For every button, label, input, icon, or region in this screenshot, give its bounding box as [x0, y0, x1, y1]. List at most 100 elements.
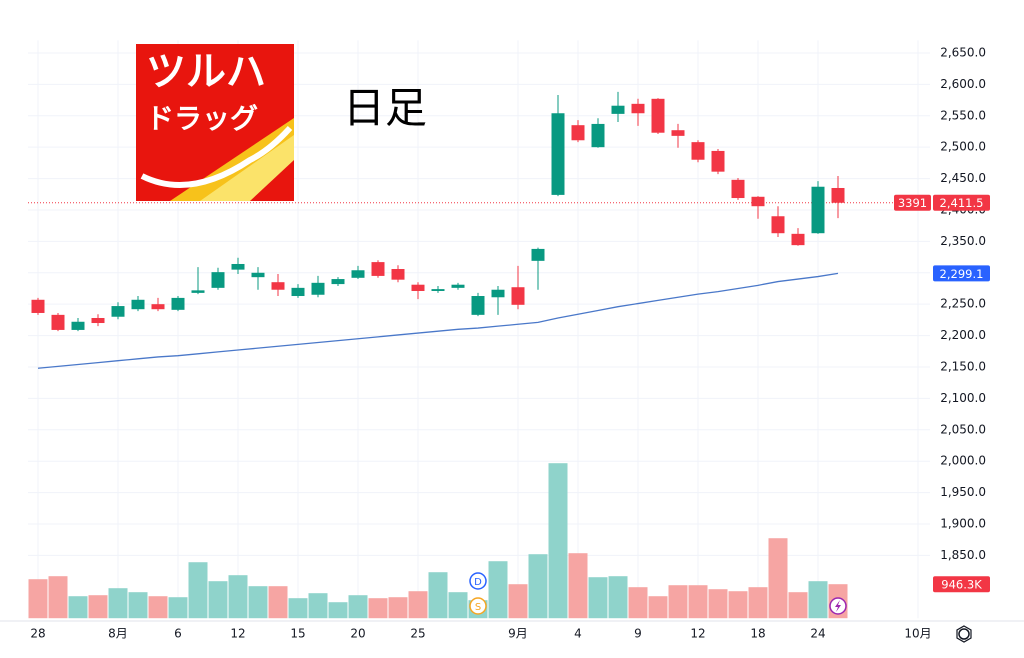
settings-button[interactable]	[956, 625, 972, 643]
event-label: S	[475, 602, 481, 613]
candle-body	[371, 262, 385, 276]
x-tick-label: 24	[810, 627, 825, 641]
x-tick-label: 25	[410, 627, 425, 641]
volume-bar	[488, 561, 508, 619]
candle-body	[831, 187, 845, 203]
y-tick-label: 2,050.0	[940, 422, 986, 436]
x-tick-label: 28	[30, 627, 45, 641]
volume-bar	[588, 577, 608, 619]
y-tick-label: 1,850.0	[940, 548, 986, 562]
x-tick-label: 15	[290, 627, 305, 641]
x-tick-label: 20	[350, 627, 365, 641]
y-tick-label: 2,250.0	[940, 297, 986, 311]
x-tick-label: 9	[634, 627, 642, 641]
candle-body	[811, 186, 825, 234]
event-label: D	[474, 577, 482, 588]
volume-bar	[108, 588, 128, 619]
y-tick-label: 2,500.0	[940, 140, 986, 154]
volume-bar	[608, 576, 628, 619]
candle-body	[191, 290, 205, 293]
settings-icon[interactable]	[956, 625, 972, 643]
candle-body	[391, 269, 405, 280]
candle-body	[591, 123, 605, 148]
x-tick-label: 9月	[508, 627, 528, 641]
y-tick-label: 1,950.0	[940, 485, 986, 499]
y-tick-label: 2,650.0	[940, 45, 986, 59]
y-tick-label: 2,350.0	[940, 234, 986, 248]
candle-body	[651, 98, 665, 133]
y-tick-label: 2,600.0	[940, 77, 986, 91]
volume-bar	[668, 585, 688, 619]
ma-label: 2,299.1	[940, 267, 984, 281]
volume-label: 946.3K	[941, 578, 982, 592]
volume-bar	[768, 538, 788, 619]
candle-body	[311, 282, 325, 295]
volume-bar	[328, 602, 348, 619]
volume-bar	[88, 595, 108, 619]
candle-body	[571, 125, 585, 141]
last-price-label-box	[933, 194, 990, 211]
candle-body	[111, 306, 125, 317]
y-tick-label: 2,150.0	[940, 359, 986, 373]
x-tick-label: 18	[750, 627, 765, 641]
volume-bar	[788, 592, 808, 619]
y-tick-label: 2,000.0	[940, 454, 986, 468]
y-tick-label: 2,100.0	[940, 391, 986, 405]
volume-bar	[648, 596, 668, 619]
x-tick-label: 4	[574, 627, 582, 641]
logo-text: ツルハ	[146, 49, 266, 95]
candle-body	[471, 296, 485, 315]
candle-body	[131, 299, 145, 310]
volume-bar	[148, 596, 168, 619]
ma-label-box	[933, 265, 990, 282]
volume-bar	[728, 591, 748, 619]
volume-bar	[248, 586, 268, 619]
volume-bar	[708, 589, 728, 619]
volume-bar	[268, 586, 288, 619]
volume-bar	[628, 587, 648, 619]
countdown-label: 3391	[898, 196, 927, 210]
x-tick-label: 12	[230, 627, 245, 641]
candle-body	[271, 282, 285, 290]
event-marker	[469, 597, 487, 615]
volume-bar	[128, 592, 148, 619]
volume-bar	[448, 592, 468, 619]
grid	[28, 40, 930, 619]
volume-label-box	[933, 576, 990, 593]
volume-bar	[548, 463, 568, 619]
candle-body	[451, 284, 465, 288]
event-marker	[469, 572, 487, 590]
candle-body	[151, 304, 165, 310]
candle-body	[551, 113, 565, 195]
moving-average-line	[37, 272, 839, 369]
settings-icon[interactable]	[958, 628, 970, 640]
x-tick-label: 12	[690, 627, 705, 641]
y-tick-label: 2,550.0	[940, 108, 986, 122]
candle-body	[411, 284, 425, 291]
volume-bar	[188, 562, 208, 619]
candle-body	[511, 287, 525, 305]
y-tick-label: 1,900.0	[940, 516, 986, 530]
volume-bar	[368, 598, 388, 619]
volume-bar	[748, 587, 768, 619]
logo-text: ドラッグ	[146, 102, 258, 135]
candle-body	[51, 314, 65, 330]
candle-body	[731, 179, 745, 199]
candle-body	[171, 297, 185, 310]
volume-bar	[288, 598, 308, 619]
y-tick-label: 2,200.0	[940, 328, 986, 342]
volume-bar	[408, 591, 428, 619]
candle-body	[231, 263, 245, 270]
candle-body	[611, 105, 625, 114]
candle-body	[771, 216, 785, 234]
volume-bar	[808, 581, 828, 619]
candle-body	[711, 150, 725, 172]
candle-body	[251, 272, 265, 278]
candle-body	[291, 287, 305, 297]
volume-bar	[68, 596, 88, 619]
volume-bar	[508, 584, 528, 619]
candle-body	[351, 270, 365, 278]
x-tick-label: 6	[174, 627, 182, 641]
last-price-label: 2,411.5	[940, 196, 984, 210]
